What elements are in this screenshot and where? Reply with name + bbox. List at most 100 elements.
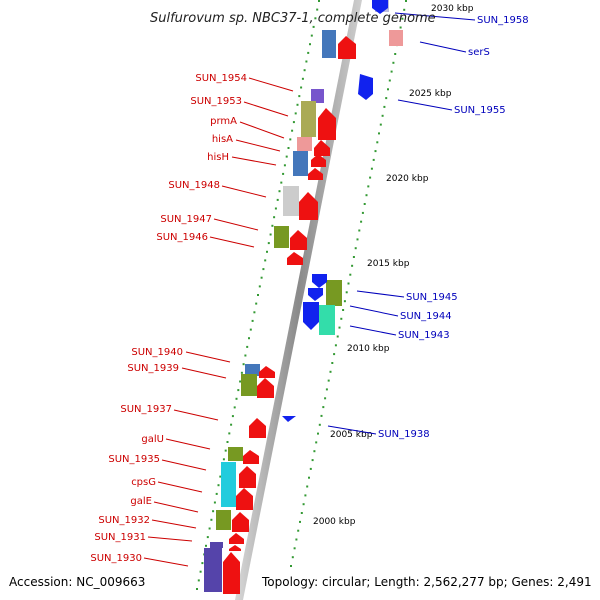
tick-dot xyxy=(401,17,404,20)
tick-dot xyxy=(390,70,393,73)
scale-label-2020: 2020 kbp xyxy=(386,174,429,184)
tick-dot xyxy=(242,363,245,366)
tick-dot xyxy=(403,8,406,11)
tick-dot xyxy=(298,95,301,98)
tick-dot xyxy=(246,345,249,348)
scale-label-2000: 2000 kbp xyxy=(313,517,356,527)
tick-dot xyxy=(266,250,268,253)
tick-dot xyxy=(217,484,220,487)
tick-dot xyxy=(201,562,204,565)
tick-dot xyxy=(274,207,277,210)
gene-label-hisa: hisA xyxy=(212,134,233,145)
gene-label-sun-1946: SUN_1946 xyxy=(156,232,208,243)
forward-gene-arrow xyxy=(239,466,256,488)
tick-dot xyxy=(312,25,315,28)
tick-dot xyxy=(349,273,352,276)
tick-dot xyxy=(314,17,317,20)
feature-block xyxy=(204,548,222,592)
forward-gene-arrow xyxy=(223,552,240,594)
tick-dot xyxy=(379,123,382,126)
tick-dot xyxy=(383,105,386,108)
gene-label-sun-1947: SUN_1947 xyxy=(160,214,212,225)
scale-label-2005: 2005 kbp xyxy=(330,430,373,440)
tick-dot xyxy=(231,415,234,418)
tick-dot xyxy=(282,172,285,175)
gene-label-sun-1931: SUN_1931 xyxy=(94,532,146,543)
tick-dot xyxy=(376,141,379,144)
gene-label-cpsg: cpsG xyxy=(131,477,156,488)
gene-label-sun-1955: SUN_1955 xyxy=(454,105,506,116)
gene-label-prma: prmA xyxy=(210,116,237,127)
tick-dot xyxy=(345,291,348,294)
tick-dot xyxy=(365,194,368,197)
tick-dot xyxy=(325,388,328,391)
reverse-gene-arrow xyxy=(308,288,323,301)
tick-dot xyxy=(255,302,258,305)
tick-dot xyxy=(322,406,325,409)
forward-gene-arrow xyxy=(236,488,253,510)
tick-dot xyxy=(299,520,301,523)
tick-dot xyxy=(300,86,303,89)
tick-dot xyxy=(318,0,320,2)
feature-block xyxy=(216,510,231,530)
tick-dot xyxy=(212,510,215,513)
tick-dot xyxy=(394,53,397,55)
tick-dot xyxy=(306,485,309,488)
tick-dot xyxy=(271,224,274,227)
tick-dot xyxy=(388,79,391,82)
tick-dot xyxy=(309,43,311,46)
tick-dot xyxy=(301,77,304,80)
feature-block xyxy=(322,30,336,58)
reverse-gene-arrow xyxy=(358,74,373,100)
tick-dot xyxy=(228,432,231,435)
gene-label-sers: serS xyxy=(468,47,490,58)
gene-label-sun-1953: SUN_1953 xyxy=(190,96,242,107)
reverse-gene-arrow xyxy=(282,416,296,422)
tick-dot xyxy=(336,335,339,338)
gene-label-hish: hisH xyxy=(207,152,229,163)
tick-dot xyxy=(251,319,254,322)
tick-dot xyxy=(356,238,359,241)
tick-dot xyxy=(358,229,361,232)
feature-block xyxy=(301,101,316,137)
feature-block xyxy=(293,151,308,176)
scale-label-2025: 2025 kbp xyxy=(409,89,452,99)
tick-dot xyxy=(369,176,372,179)
tick-dot xyxy=(317,432,319,435)
tick-dot xyxy=(235,397,238,400)
tick-dot xyxy=(296,103,299,106)
forward-gene-arrow xyxy=(287,252,303,265)
tick-dot xyxy=(392,61,395,64)
tick-dot xyxy=(354,247,357,250)
feature-blocks xyxy=(204,0,403,592)
tick-dot xyxy=(283,164,286,167)
tick-dot xyxy=(324,397,327,400)
gene-label-sun-1958: SUN_1958 xyxy=(477,15,529,26)
gene-label-sun-1932: SUN_1932 xyxy=(98,515,150,526)
forward-gene-arrow xyxy=(311,154,326,167)
tick-dot xyxy=(387,88,389,91)
tick-dot xyxy=(278,190,281,193)
tick-dot xyxy=(385,97,388,100)
tick-dot xyxy=(285,155,288,158)
gene-label-sun-1938: SUN_1938 xyxy=(378,429,430,440)
feature-block xyxy=(245,364,260,376)
tick-dot xyxy=(239,380,242,383)
tick-dot xyxy=(199,570,202,573)
tick-dot xyxy=(372,158,375,161)
tick-dot xyxy=(205,544,207,547)
tick-dot xyxy=(208,527,211,530)
gene-label-sun-1954: SUN_1954 xyxy=(195,73,247,84)
feature-block xyxy=(311,89,324,103)
tick-dot xyxy=(276,198,279,201)
tick-dot xyxy=(240,371,243,374)
tick-dot xyxy=(273,216,276,219)
tick-dot xyxy=(343,300,346,303)
gene-label-sun-1948: SUN_1948 xyxy=(168,180,220,191)
tick-dot xyxy=(206,536,209,539)
gene-label-gale: galE xyxy=(130,496,152,507)
tick-dot xyxy=(289,138,292,141)
tick-dot xyxy=(294,112,297,115)
tick-dot xyxy=(280,181,283,184)
